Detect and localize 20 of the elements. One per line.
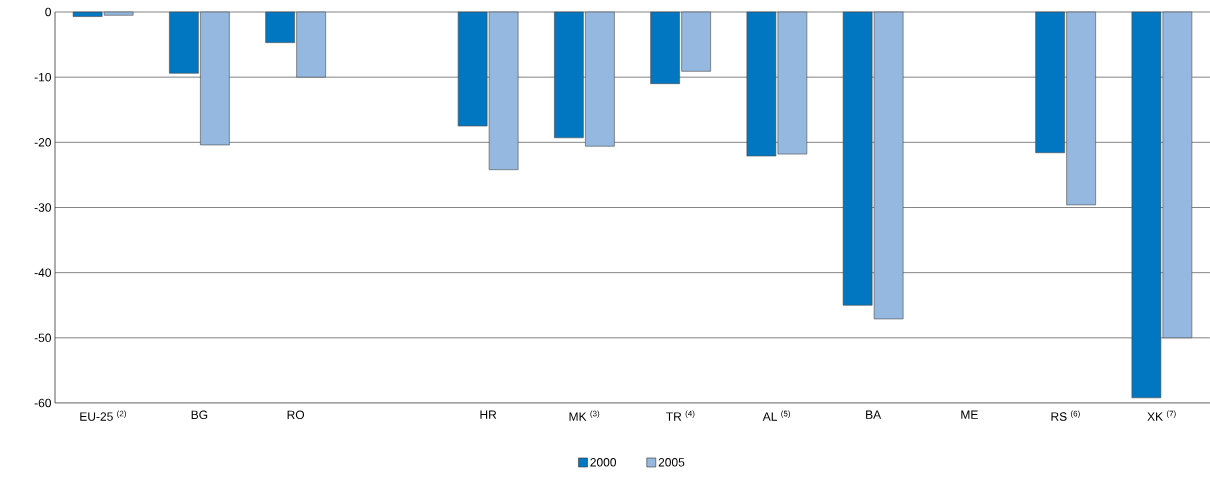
y-tick-label: -60 [34, 398, 51, 408]
x-tick-label: RO [287, 410, 305, 420]
y-tick-label: -30 [34, 203, 51, 212]
x-tick-label: BG [191, 410, 208, 420]
y-tick-label: -20 [34, 138, 51, 147]
x-tick-label: TR $^{(4)}$ [666, 410, 695, 421]
x-tick-label: AL $^{(5)}$ [762, 410, 791, 421]
x-tick-label: HR [480, 410, 497, 419]
x-tick-label: RS $^{(6)}$ [1051, 410, 1080, 421]
legend-label: 2000 [590, 458, 617, 467]
x-tick-label: MK $^{(3)}$ [569, 410, 600, 421]
legend-label: 2005 [658, 458, 685, 467]
y-tick-label: 0 [45, 7, 52, 17]
y-tick-label: -40 [34, 268, 51, 277]
x-tick-label: BA [866, 410, 882, 419]
x-tick-label: ME [961, 410, 978, 419]
y-tick-label: -50 [34, 333, 51, 343]
x-tick-label: EU-25 $^{(2)}$ [80, 410, 126, 421]
y-tick-label: -10 [34, 72, 51, 82]
x-tick-label: XK $^{(7)}$ [1147, 410, 1176, 421]
